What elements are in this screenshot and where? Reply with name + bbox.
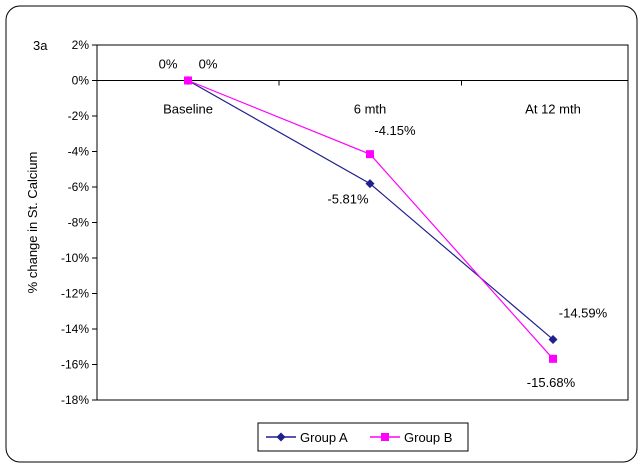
y-tick-label: -12% bbox=[61, 287, 89, 301]
y-tick-label: -2% bbox=[68, 109, 90, 123]
y-tick-label: 0% bbox=[72, 74, 90, 88]
data-label: -4.15% bbox=[374, 123, 416, 138]
x-tick-label: Baseline bbox=[163, 102, 213, 117]
axes: 2% 0% -2% -4% -6% -8% -10% -12% -14% -16% -18% Base… bbox=[25, 38, 629, 407]
data-point bbox=[548, 334, 558, 344]
data-labels: 0% -5.81% -14.59% 0% -4.15% -15.68% bbox=[159, 57, 608, 390]
data-point bbox=[549, 354, 557, 363]
data-label: -14.59% bbox=[559, 305, 608, 320]
legend-marker bbox=[381, 433, 389, 441]
y-tick-label: -10% bbox=[61, 251, 89, 265]
series-layer bbox=[183, 76, 558, 363]
y-tick-label: -14% bbox=[61, 322, 89, 336]
data-label: 0% bbox=[159, 57, 178, 72]
legend-label: Group B bbox=[404, 430, 452, 445]
y-tick-label: 2% bbox=[72, 38, 90, 52]
y-tick-label: -18% bbox=[61, 393, 89, 407]
y-axis-title: % change in St. Calcium bbox=[25, 152, 40, 294]
data-label: -15.68% bbox=[527, 375, 576, 390]
panel-label: 3a bbox=[33, 38, 48, 53]
data-label: -5.81% bbox=[327, 192, 369, 207]
data-point bbox=[184, 76, 192, 85]
y-tick-label: -8% bbox=[68, 216, 90, 230]
data-label: 0% bbox=[199, 57, 218, 72]
chart-border bbox=[5, 5, 638, 463]
x-tick-label: 6 mth bbox=[354, 102, 387, 117]
data-point bbox=[366, 150, 374, 159]
data-point bbox=[365, 179, 375, 189]
legend-marker bbox=[276, 432, 286, 442]
x-tick-label: At 12 mth bbox=[525, 102, 581, 117]
legend-label: Group A bbox=[300, 430, 348, 445]
y-tick-label: -4% bbox=[68, 145, 90, 159]
y-tick-label: -16% bbox=[61, 358, 89, 372]
legend: Group A Group B bbox=[257, 422, 469, 452]
y-tick-label: -6% bbox=[68, 180, 90, 194]
